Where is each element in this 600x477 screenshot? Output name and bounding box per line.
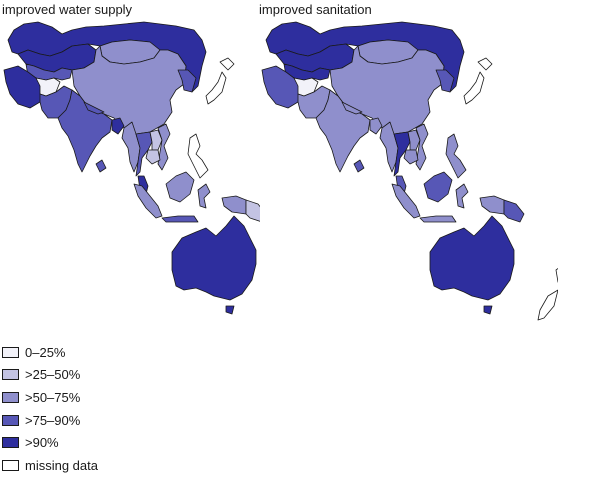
sanitation-country-sumatra	[391, 183, 421, 219]
legend-label: missing data	[25, 457, 98, 473]
legend-item-75-90: >75–90%	[2, 409, 98, 432]
water-supply-map-title: improved water supply	[2, 2, 133, 17]
legend-item-0-25: 0–25%	[2, 341, 98, 364]
sanitation-country-java	[419, 215, 457, 223]
water-country-australia	[171, 215, 257, 301]
water-country-india	[57, 89, 113, 173]
legend-swatch	[2, 391, 19, 403]
water-supply-map	[3, 21, 260, 315]
sanitation-country-myanmar	[379, 121, 399, 173]
sanitation-country-png	[503, 199, 525, 223]
water-country-japan	[205, 57, 235, 105]
sanitation-country-sulawesi	[455, 183, 469, 209]
water-country-cambodia	[145, 149, 161, 165]
water-country-bangladesh	[111, 117, 125, 135]
legend-label: >25–50%	[25, 367, 81, 383]
legend-item-50-75: >50–75%	[2, 386, 98, 409]
sanitation-map	[261, 21, 558, 321]
sanitation-country-tasmania	[483, 305, 493, 315]
sanitation-country-korea	[435, 69, 455, 93]
sanitation-country-cambodia	[403, 149, 419, 165]
water-country-tasmania	[225, 305, 235, 315]
sanitation-country-bangladesh	[369, 117, 383, 135]
sanitation-country-australia	[429, 215, 515, 301]
legend-swatch	[2, 346, 19, 358]
water-country-png	[245, 199, 260, 222]
sanitation-map-title: improved sanitation	[259, 2, 372, 17]
water-country-java	[161, 215, 199, 223]
legend-swatch	[2, 414, 19, 426]
water-country-nepal	[83, 101, 105, 115]
water-country-myanmar	[121, 121, 141, 173]
legend-swatch	[2, 437, 19, 449]
sanitation-country-new-guinea-west	[479, 195, 505, 215]
legend-item-missing-data: missing data	[2, 454, 98, 477]
water-country-new-guinea-west	[221, 195, 247, 215]
water-country-sulawesi	[197, 183, 211, 209]
sanitation-country-india	[315, 89, 371, 173]
legend-label: >75–90%	[25, 412, 81, 428]
sanitation-country-japan	[463, 57, 493, 105]
sanitation-country-new-zealand	[537, 268, 558, 321]
sanitation-country-vietnam	[415, 123, 429, 171]
water-country-philippines	[187, 133, 209, 179]
water-country-sri-lanka	[95, 159, 107, 173]
water-country-korea	[177, 69, 197, 93]
legend-item-25-50: >25–50%	[2, 364, 98, 387]
sanitation-country-philippines	[445, 133, 467, 179]
legend-label: 0–25%	[25, 344, 66, 360]
legend-item-90: >90%	[2, 431, 98, 454]
legend-swatch	[2, 369, 19, 381]
water-country-vietnam	[157, 123, 171, 171]
sanitation-country-sri-lanka	[353, 159, 365, 173]
sanitation-country-borneo	[423, 171, 453, 203]
sanitation-country-nepal	[341, 101, 363, 115]
water-country-sumatra	[133, 183, 163, 219]
map-legend: 0–25% >25–50% >50–75% >75–90% >90% missi…	[2, 341, 98, 477]
legend-label: >90%	[25, 435, 59, 451]
legend-label: >50–75%	[25, 389, 81, 405]
legend-swatch	[2, 459, 19, 471]
water-country-borneo	[165, 171, 195, 203]
